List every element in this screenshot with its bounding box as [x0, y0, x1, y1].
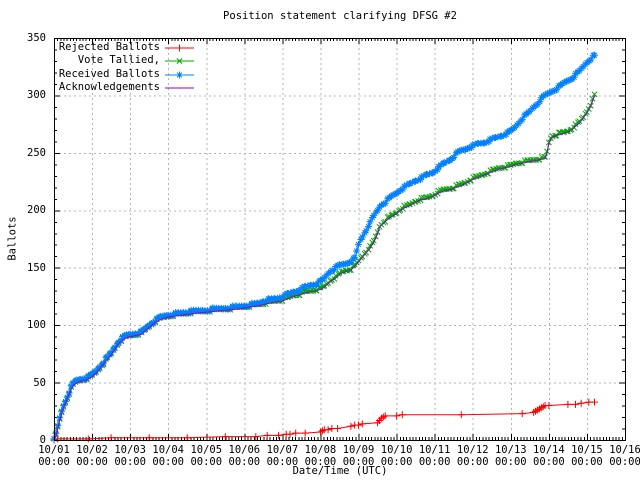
- x-tick-label: 10/13 00:00: [489, 444, 533, 468]
- x-tick-time: 00:00: [228, 456, 261, 468]
- x-tick-date: 10/05: [190, 444, 223, 456]
- x-tick-time: 00:00: [533, 456, 565, 468]
- x-tick-time: 00:00: [418, 456, 451, 468]
- x-tick-date: 10/08: [304, 444, 337, 456]
- series-line-2: [53, 54, 595, 441]
- series-line-3: [53, 95, 595, 441]
- x-tick-time: 00:00: [494, 456, 527, 468]
- x-tick-date: 10/04: [152, 444, 184, 456]
- x-tick-time: 00:00: [38, 456, 70, 468]
- series-markers-1: [51, 91, 598, 442]
- x-tick-time: 00:00: [76, 456, 108, 468]
- x-tick-label: 10/12 00:00: [451, 444, 495, 468]
- x-tick-time: 00:00: [152, 456, 184, 468]
- legend-sample-line: [165, 87, 194, 89]
- y-tick-label: 300: [27, 89, 46, 102]
- x-tick-label: 10/07 00:00: [260, 444, 304, 468]
- legend-sample-line: [165, 71, 194, 79]
- x-tick-label: 10/08 00:00: [298, 444, 342, 468]
- x-tick-label: 10/16 00:00: [603, 444, 640, 468]
- x-tick-date: 10/03: [114, 444, 146, 456]
- legend-sample-line: [165, 58, 194, 65]
- x-tick-date: 10/09: [342, 444, 375, 456]
- y-tick-label: 350: [27, 32, 46, 44]
- x-tick-label: 10/02 00:00: [70, 444, 114, 468]
- legend-sample-line: [165, 44, 194, 52]
- x-tick-time: 00:00: [266, 456, 299, 468]
- x-tick-label: 10/11 00:00: [413, 444, 457, 468]
- y-tick-label: 200: [27, 204, 46, 217]
- x-tick-time: 00:00: [304, 456, 337, 468]
- x-tick-date: 10/11: [418, 444, 451, 456]
- x-axis-label: Date/Time (UTC): [292, 465, 388, 477]
- legend-label: Vote Tallied,: [77, 54, 160, 67]
- x-tick-label: 10/04 00:00: [146, 444, 190, 468]
- x-tick-label: 10/09 00:00: [337, 444, 381, 468]
- legend-label: Rejected Ballots: [58, 41, 160, 53]
- series-line-0: [53, 401, 595, 441]
- series-markers-0: [50, 398, 598, 444]
- y-tick-label: 250: [27, 146, 46, 159]
- legend-label: Received Ballots: [58, 67, 160, 80]
- x-tick-label: 10/03 00:00: [108, 444, 152, 468]
- x-tick-label: 10/10 00:00: [375, 444, 419, 468]
- x-tick-date: 10/07: [266, 444, 299, 456]
- x-tick-time: 00:00: [190, 456, 223, 468]
- x-tick-date: 10/12: [456, 444, 489, 456]
- x-tick-label: 10/14 00:00: [527, 444, 571, 468]
- x-tick-date: 10/02: [76, 444, 108, 456]
- x-tick-label: 10/01 00:00: [32, 444, 76, 468]
- x-tick-label: 10/15 00:00: [565, 444, 609, 468]
- series-line-1: [53, 94, 595, 441]
- y-tick-label: 100: [27, 319, 46, 332]
- x-tick-date: 10/01: [38, 444, 70, 456]
- y-tick-label: 0: [39, 434, 46, 446]
- legend-label: Acknowledgements: [58, 81, 160, 94]
- chart-title: Position statement clarifying DFSG #2: [223, 10, 457, 22]
- x-tick-time: 00:00: [380, 456, 413, 468]
- x-tick-time: 00:00: [571, 456, 603, 468]
- x-tick-time: 00:00: [456, 456, 489, 468]
- x-tick-label: 10/05 00:00: [184, 444, 228, 468]
- plot-border: [54, 38, 626, 441]
- x-tick-date: 10/16: [609, 444, 640, 456]
- y-tick-label: 50: [33, 376, 46, 389]
- x-tick-time: 00:00: [114, 456, 146, 468]
- series-markers-2: [50, 51, 598, 443]
- x-tick-date: 10/06: [228, 444, 261, 456]
- x-tick-time: 00:00: [609, 456, 640, 468]
- y-tick-label: 150: [27, 261, 46, 274]
- x-tick-date: 10/14: [533, 444, 565, 456]
- x-tick-date: 10/15: [571, 444, 603, 456]
- x-tick-date: 10/13: [494, 444, 527, 456]
- x-tick-label: 10/06 00:00: [222, 444, 266, 468]
- x-tick-time: 00:00: [342, 456, 375, 468]
- x-tick-date: 10/10: [380, 444, 413, 456]
